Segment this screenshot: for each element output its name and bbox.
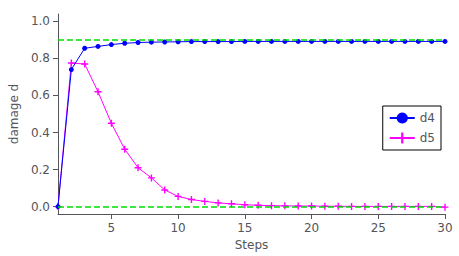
svg-text:1.0: 1.0 xyxy=(31,14,50,28)
svg-text:d5: d5 xyxy=(420,131,435,145)
svg-text:10: 10 xyxy=(170,221,185,235)
svg-text:0.0: 0.0 xyxy=(31,200,50,214)
svg-text:0.4: 0.4 xyxy=(31,126,50,140)
svg-text:25: 25 xyxy=(371,221,386,235)
svg-text:damage d: damage d xyxy=(7,84,21,144)
svg-text:0.2: 0.2 xyxy=(31,163,50,177)
svg-text:15: 15 xyxy=(237,221,252,235)
svg-text:0.8: 0.8 xyxy=(31,51,50,65)
svg-text:30: 30 xyxy=(437,221,452,235)
svg-text:0.6: 0.6 xyxy=(31,88,50,102)
svg-text:5: 5 xyxy=(108,221,116,235)
svg-text:d4: d4 xyxy=(420,111,435,125)
svg-text:20: 20 xyxy=(304,221,319,235)
svg-text:Steps: Steps xyxy=(235,238,269,252)
